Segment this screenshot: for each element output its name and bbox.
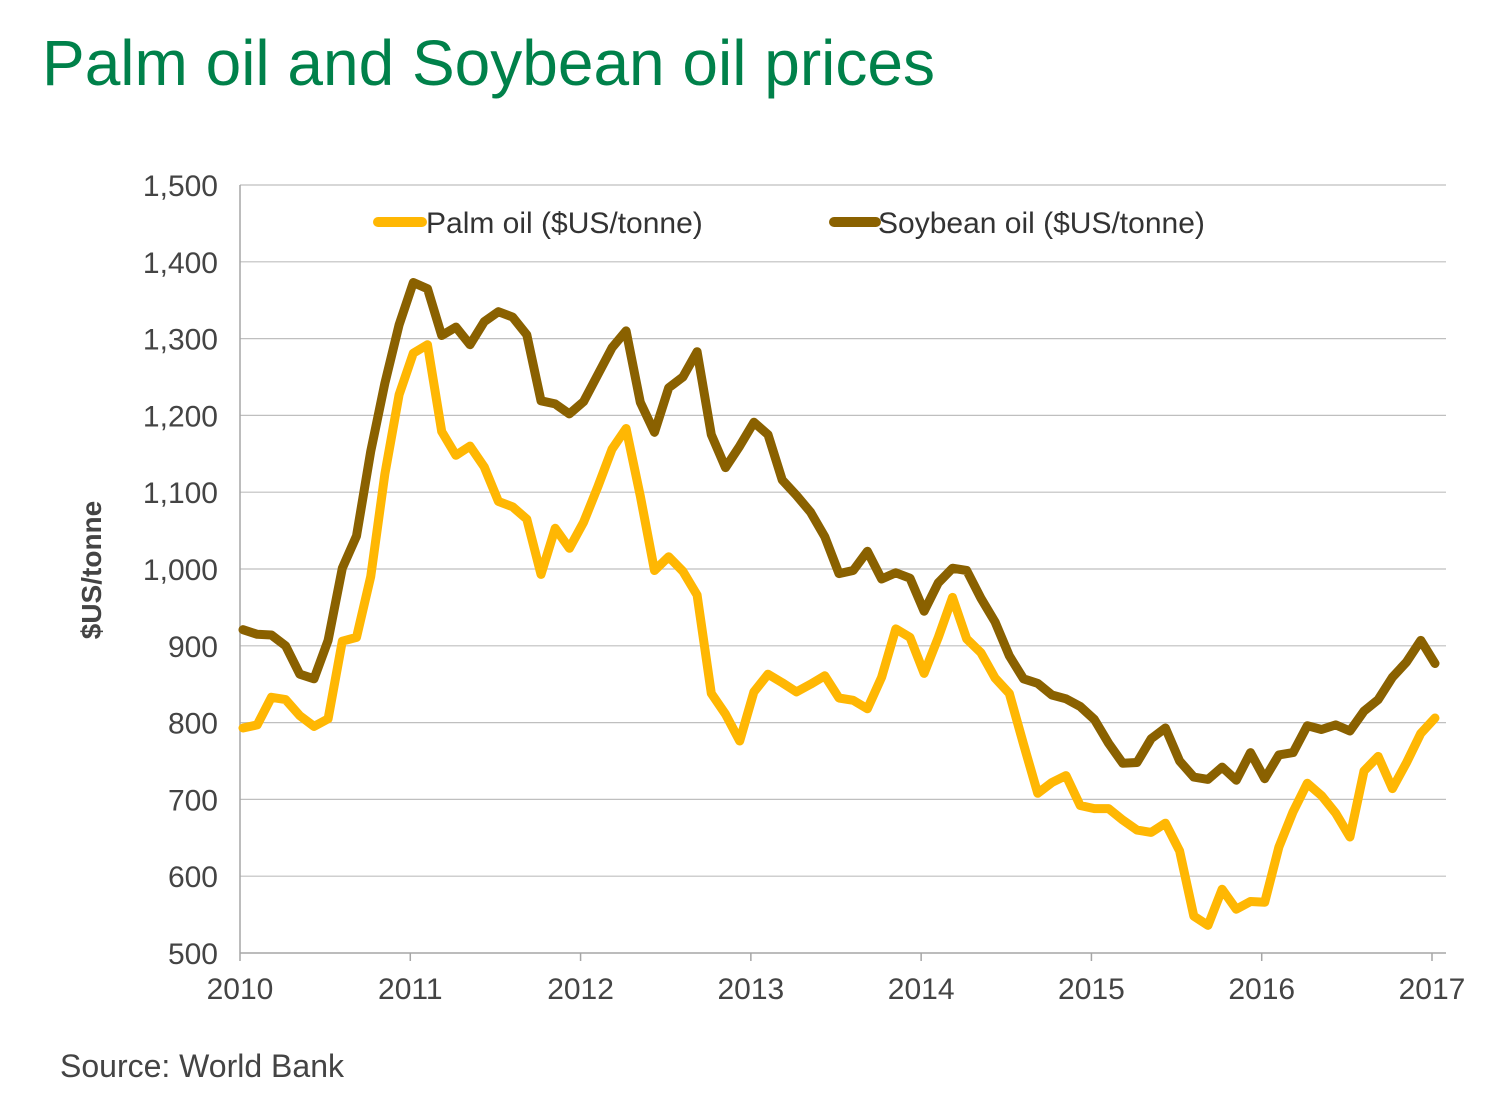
x-tick-label: 2011 <box>378 973 443 1006</box>
y-axis-title: $US/tonne <box>76 501 107 639</box>
y-tick-label: 500 <box>168 938 218 971</box>
y-tick-label: 1,100 <box>143 477 218 510</box>
y-tick-label: 900 <box>168 631 218 664</box>
y-tick-label: 1,500 <box>143 170 218 203</box>
x-tick-label: 2017 <box>1399 973 1466 1006</box>
y-tick-label: 700 <box>168 784 218 817</box>
y-tick-label: 1,200 <box>143 400 218 433</box>
x-tick-label: 2014 <box>888 973 955 1006</box>
y-tick-label: 600 <box>168 861 218 894</box>
legend-label-soybean-oil: Soybean oil ($US/tonne) <box>878 207 1205 240</box>
x-tick-label: 2013 <box>717 973 784 1006</box>
x-tick-label: 2015 <box>1058 973 1125 1006</box>
x-tick-label: 2012 <box>547 973 614 1006</box>
x-axis-tick-labels: 2010 2011 2012 2013 2014 2015 2016 2017 <box>207 973 1466 1006</box>
legend-label-palm-oil: Palm oil ($US/tonne) <box>426 207 703 240</box>
series-lines <box>238 278 1440 930</box>
source-note: Source: World Bank <box>60 1048 344 1084</box>
series-line-palm-oil <box>238 340 1440 930</box>
y-tick-label: 800 <box>168 708 218 741</box>
y-tick-label: 1,000 <box>143 554 218 587</box>
x-tick-label: 2010 <box>207 973 274 1006</box>
x-tick-label: 2016 <box>1228 973 1295 1006</box>
y-tick-label: 1,400 <box>143 247 218 280</box>
page-title: Palm oil and Soybean oil prices <box>42 27 935 99</box>
axes <box>239 185 1446 961</box>
y-axis-tick-labels: 500 600 700 800 900 1,000 1,100 1,200 1,300 1,400… <box>143 170 218 971</box>
series-line-soybean-oil <box>238 278 1440 785</box>
legend: Palm oil ($US/tonne) Soybean oil ($US/to… <box>373 207 1205 240</box>
y-tick-label: 1,300 <box>143 324 218 357</box>
